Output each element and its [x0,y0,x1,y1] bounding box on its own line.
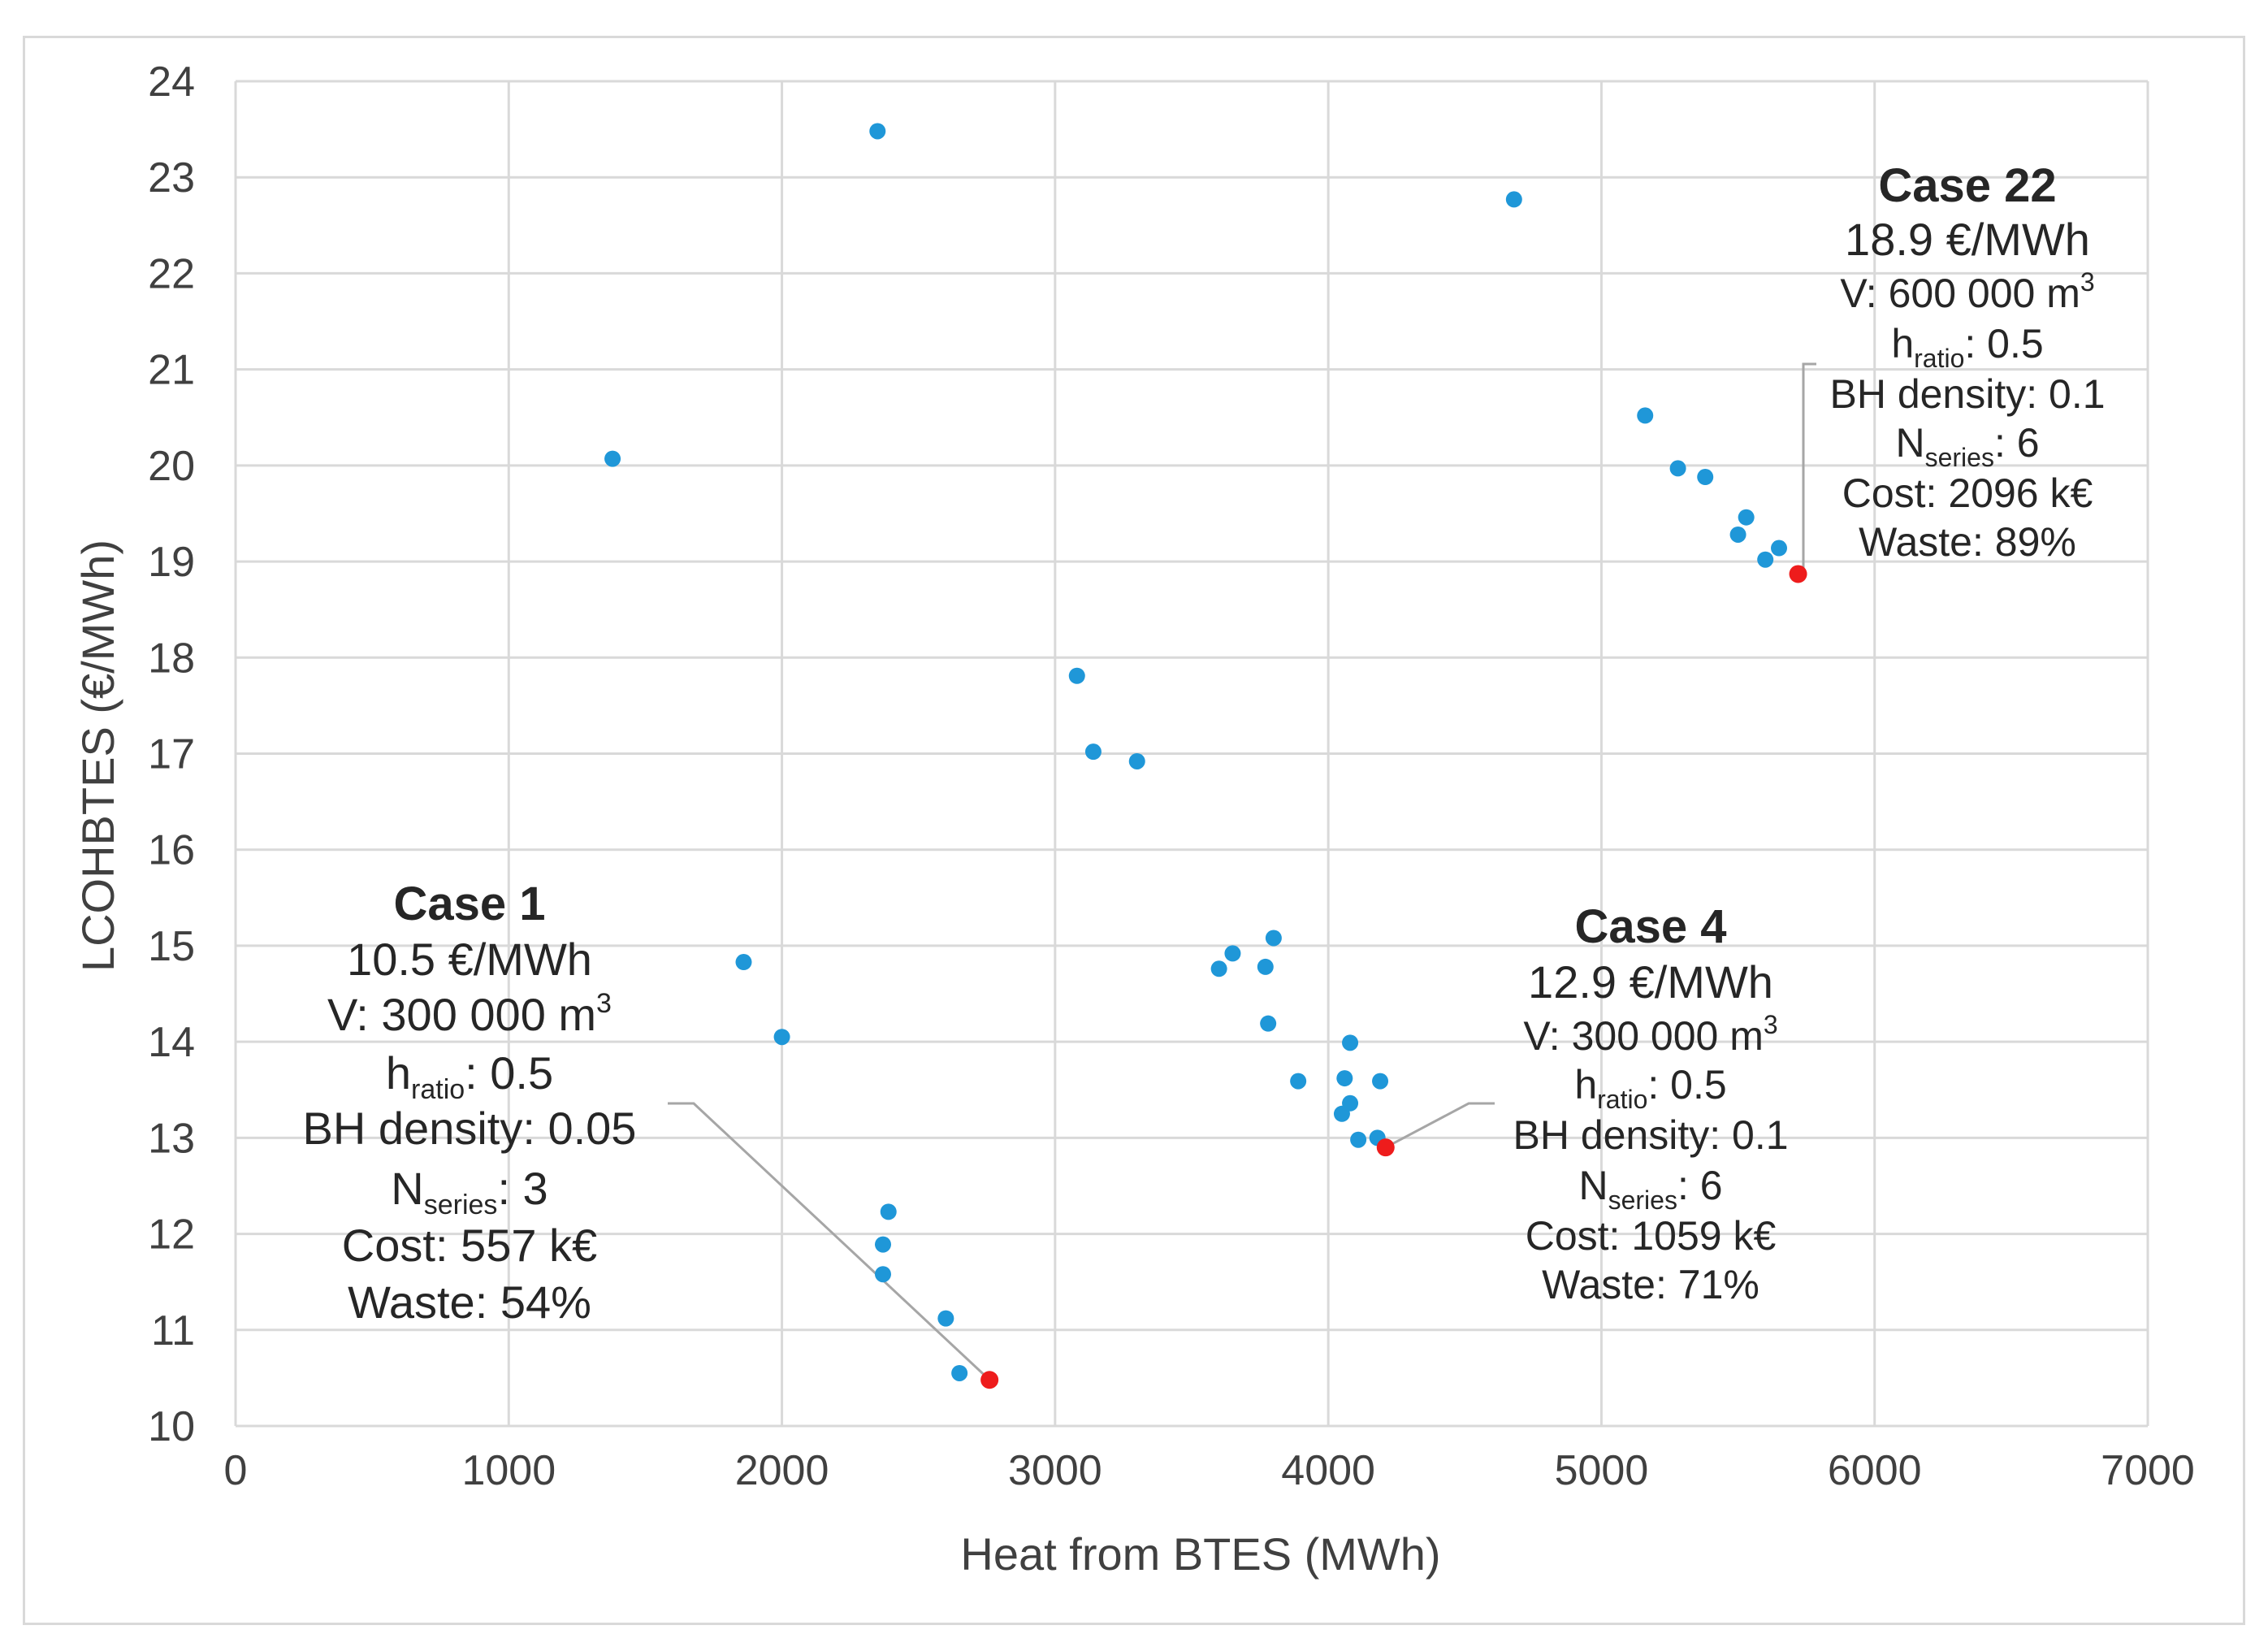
case-4-cost: Cost: 1059 k€ [1526,1213,1777,1259]
data-point [1128,752,1145,769]
case-1-bh-density: BH density: 0.05 [303,1103,637,1154]
y-tick-label: 14 [148,1019,195,1066]
x-axis-title: Heat from BTES (MWh) [960,1528,1440,1580]
data-point [1350,1131,1367,1148]
y-axis-title: LCOHBTES (€/MWh) [72,540,123,972]
leader-case-22 [1798,362,1816,575]
case-22-bh-density: BH density: 0.1 [1829,371,2105,417]
x-tick-label: 3000 [1008,1447,1102,1494]
data-point [735,954,752,971]
data-point [773,1029,790,1046]
data-point [1068,667,1085,684]
data-point [1224,945,1241,962]
annotation-case-1: Case 1 10.5 €/MWh V: 300 000 m3 hratio: … [303,878,637,1328]
x-tick-label: 2000 [735,1447,829,1494]
y-tick-label: 12 [148,1211,195,1259]
data-point [1372,1073,1389,1090]
y-tick-label: 19 [148,539,195,586]
case-22-nseries: Nseries: 6 [1895,420,2039,472]
data-point [874,1236,891,1253]
leader-case-4 [1385,1102,1495,1149]
case-1-waste: Waste: 54% [348,1276,591,1328]
case-22-volume: V: 600 000 m3 [1840,267,2094,316]
data-point [1342,1034,1359,1051]
data-point [1669,460,1686,477]
data-point [1757,551,1774,568]
data-point [604,450,621,467]
case-1-cost: Cost: 557 k€ [342,1220,597,1271]
case-22-cost: Cost: 2096 k€ [1842,470,2093,516]
chart-frame [23,36,2245,1625]
y-tick-label: 23 [148,154,195,202]
data-point [1265,930,1282,947]
data-point [1505,191,1522,208]
y-tick-label: 24 [148,59,195,106]
y-tick-label: 13 [148,1115,195,1162]
y-tick-labels: 10 11 12 13 14 15 16 17 18 19 20 21 22 23 24 [148,59,195,1450]
case-4-hratio: hratio: 0.5 [1574,1062,1726,1114]
case-4-volume: V: 300 000 m3 [1523,1010,1777,1059]
data-point [951,1364,968,1381]
case-22-waste: Waste: 89% [1859,519,2076,565]
y-tick-label: 11 [151,1307,195,1354]
case-1-price: 10.5 €/MWh [347,934,592,985]
data-point [1771,540,1788,557]
data-point [880,1203,897,1220]
case-1-nseries: Nseries: 3 [391,1163,548,1220]
x-tick-label: 1000 [461,1447,556,1494]
data-point [1738,509,1755,526]
gridlines [234,80,2149,1428]
data-point [1260,1015,1277,1032]
case-4-bh-density: BH density: 0.1 [1513,1112,1788,1158]
x-tick-label: 4000 [1281,1447,1375,1494]
case-22-title: Case 22 [1878,159,2056,212]
data-point [1257,958,1274,975]
x-tick-label: 5000 [1555,1447,1649,1494]
data-point [1336,1070,1353,1087]
highlighted-data-point [1376,1138,1395,1157]
annotation-case-4: Case 4 12.9 €/MWh V: 300 000 m3 hratio: … [1513,900,1788,1307]
data-point [1697,469,1714,486]
highlighted-data-point [1789,565,1807,583]
x-tick-label: 0 [224,1447,248,1494]
data-points [604,123,1807,1389]
case-4-price: 12.9 €/MWh [1528,956,1773,1008]
y-tick-label: 20 [148,443,195,490]
data-point [869,123,886,140]
case-22-price: 18.9 €/MWh [1845,214,2090,265]
case-4-title: Case 4 [1574,900,1726,953]
y-tick-label: 18 [148,635,195,682]
x-tick-label: 6000 [1828,1447,1922,1494]
y-tick-label: 16 [148,827,195,874]
x-tick-label: 7000 [2101,1447,2195,1494]
case-4-nseries: Nseries: 6 [1578,1163,1722,1215]
case-22-hratio: hratio: 0.5 [1891,321,2043,373]
annotation-case-22: Case 22 18.9 €/MWh V: 600 000 m3 hratio:… [1829,159,2105,565]
data-point [1342,1094,1359,1112]
case-1-volume: V: 300 000 m3 [327,988,612,1040]
y-tick-label: 22 [148,250,195,297]
leader-case-1 [668,1102,991,1381]
case-1-title: Case 1 [393,878,545,930]
data-point [1637,407,1654,424]
highlighted-data-point [980,1371,999,1389]
data-point [874,1266,891,1283]
case-1-hratio: hratio: 0.5 [386,1047,553,1105]
data-point [1084,743,1102,761]
data-point [1210,960,1227,977]
data-point [937,1310,954,1327]
y-tick-label: 15 [148,923,195,970]
case-4-waste: Waste: 71% [1542,1262,1759,1307]
data-point [1729,526,1746,543]
y-tick-label: 10 [148,1403,195,1450]
x-tick-labels: 0 1000 2000 3000 4000 5000 6000 7000 [224,1447,2195,1494]
data-point [1290,1073,1307,1090]
y-tick-label: 21 [148,347,195,394]
y-tick-label: 17 [148,731,195,778]
